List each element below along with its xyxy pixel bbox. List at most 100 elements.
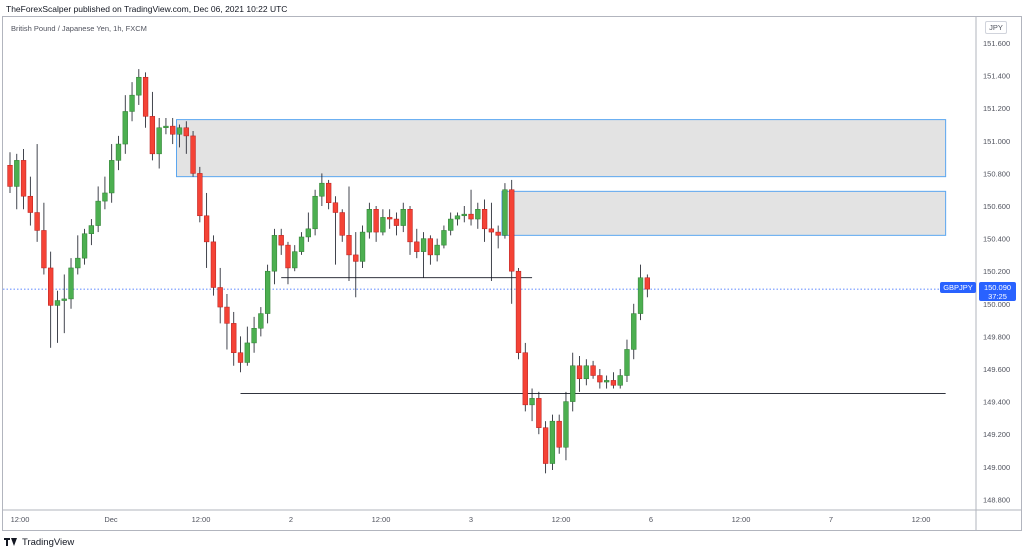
- candle-body: [210, 241, 217, 288]
- candle-body: [373, 209, 379, 233]
- candle-body: [170, 125, 176, 135]
- candle-body: [271, 235, 278, 272]
- tradingview-logo-icon: [4, 538, 18, 546]
- candle-body: [434, 244, 440, 256]
- candle-body: [75, 257, 81, 269]
- time-tick-label: 12:00: [372, 515, 391, 524]
- top-bar: TheForexScalper published on TradingView…: [0, 0, 1024, 17]
- candle-body: [14, 160, 20, 187]
- candle-body: [142, 76, 149, 117]
- price-tick-label: 151.200: [983, 104, 1010, 113]
- price-tick-label: 150.000: [983, 300, 1010, 309]
- candle-body: [610, 380, 617, 386]
- price-tick-label: 150.600: [983, 202, 1010, 211]
- candle-body: [495, 231, 501, 236]
- candle-body: [366, 209, 372, 233]
- candle-body: [603, 380, 610, 383]
- price-tick-label: 149.600: [983, 365, 1010, 374]
- currency-badge[interactable]: JPY: [985, 21, 1007, 34]
- candle-body: [597, 375, 603, 383]
- candle-body: [536, 398, 542, 428]
- price-tick-label: 149.200: [983, 430, 1010, 439]
- candle-body: [407, 209, 413, 243]
- candle-body: [380, 217, 386, 233]
- candle-body: [231, 323, 237, 353]
- candle-body: [156, 127, 162, 155]
- candle-body: [353, 254, 359, 262]
- time-tick-label: 12:00: [11, 515, 30, 524]
- last-price-value: 150.090: [983, 283, 1012, 292]
- price-tick-label: 150.800: [983, 169, 1010, 178]
- candle-body: [502, 189, 508, 236]
- candle-body: [258, 313, 264, 329]
- candle-body: [264, 270, 271, 314]
- tradingview-footer[interactable]: TradingView: [4, 535, 74, 549]
- candle-body: [414, 241, 420, 252]
- candle-body: [468, 213, 474, 220]
- price-tick-label: 149.000: [983, 463, 1010, 472]
- candle-body: [570, 365, 576, 402]
- candle-body: [576, 365, 583, 380]
- bar-countdown: 37:25: [988, 292, 1007, 301]
- candle-body: [346, 235, 352, 256]
- candle-body: [427, 238, 434, 256]
- candle-body: [305, 228, 311, 238]
- candle-body: [136, 76, 142, 96]
- candle-body: [542, 427, 549, 464]
- candle-body: [54, 300, 61, 306]
- publisher-line: TheForexScalper published on TradingView…: [6, 4, 288, 14]
- candle-body: [115, 143, 122, 161]
- candle-body: [278, 235, 284, 246]
- candle-body: [61, 298, 67, 301]
- candle-body: [454, 215, 461, 220]
- candle-body: [529, 398, 535, 406]
- price-tick-label: 150.400: [983, 235, 1010, 244]
- candle-body: [420, 238, 427, 252]
- candle-body: [285, 244, 291, 269]
- candle-body: [244, 342, 250, 363]
- candle-body: [27, 195, 33, 213]
- candle-body: [339, 212, 345, 236]
- candle-body: [81, 233, 88, 259]
- candle-body: [441, 230, 447, 246]
- candle-body: [332, 202, 339, 213]
- candle-body: [522, 352, 528, 406]
- candle-body: [509, 189, 515, 272]
- candle-body: [163, 125, 169, 129]
- supply-zone-2[interactable]: [501, 190, 947, 236]
- candle-body: [95, 200, 101, 226]
- candle-body: [149, 116, 156, 155]
- time-tick-label: 3: [469, 515, 473, 524]
- candle-body: [7, 165, 13, 187]
- candle-body: [644, 277, 650, 290]
- candle-body: [488, 228, 495, 233]
- time-tick-label: 2: [289, 515, 293, 524]
- candle-body: [88, 225, 95, 234]
- price-tick-label: 149.400: [983, 398, 1010, 407]
- tradingview-brand: TradingView: [22, 536, 75, 548]
- time-tick-label: 12:00: [732, 515, 751, 524]
- candle-body: [624, 349, 630, 376]
- candle-body: [393, 218, 400, 226]
- candle-body: [617, 375, 623, 386]
- candle-body: [122, 111, 128, 145]
- price-tick-label: 151.400: [983, 72, 1010, 81]
- candle-body: [34, 212, 40, 231]
- candle-body: [41, 230, 47, 269]
- supply-zone-1[interactable]: [176, 119, 947, 178]
- candle-body: [48, 267, 54, 306]
- symbol-description: British Pound / Japanese Yen, 1h, FXCM: [11, 24, 147, 33]
- price-tick-label: 148.800: [983, 495, 1010, 504]
- candle-body: [448, 218, 454, 231]
- price-tick-label: 151.000: [983, 137, 1010, 146]
- candle-body: [583, 365, 589, 380]
- candle-body: [515, 270, 522, 353]
- price-tick-label: 150.200: [983, 267, 1010, 276]
- time-tick-label: 12:00: [912, 515, 931, 524]
- candle-body: [590, 365, 596, 376]
- candle-body: [190, 135, 196, 174]
- time-tick-label: 12:00: [552, 515, 571, 524]
- candle-body: [20, 160, 27, 197]
- candle-body: [563, 401, 569, 448]
